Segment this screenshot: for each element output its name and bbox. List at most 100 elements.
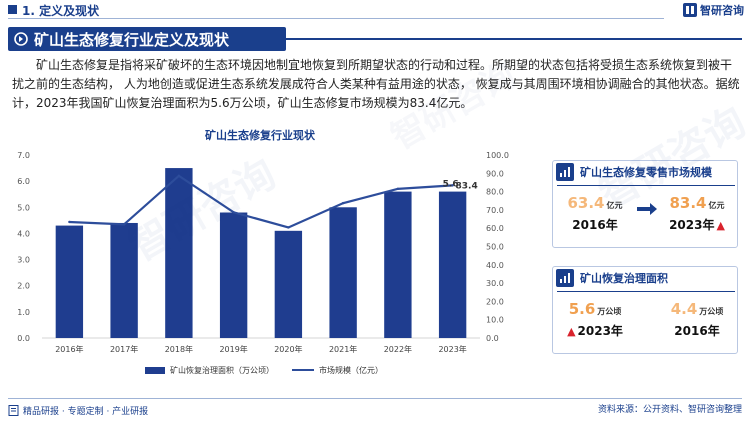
left-axis-tick: 1.0 [17, 308, 30, 317]
combo-chart: 矿山生态修复行业现状 0.0 1.0 2.0 3.0 4.0 5.0 6.0 7.0 0.0 1… [17, 128, 509, 375]
card-rule [557, 291, 735, 292]
stat-2016: 4.4 万公顷 2016年 [659, 295, 735, 351]
title-rule [286, 38, 742, 40]
x-axis-tick: 2023年 [438, 344, 466, 354]
card-chart-icon [556, 269, 574, 287]
bar [55, 225, 84, 338]
section-label: 1. 定义及现状 [22, 4, 100, 18]
bar [438, 191, 467, 338]
line-point [177, 174, 181, 178]
chart-legend: 矿山恢复治理面积（万公顷） 市场规模（亿元） [145, 365, 383, 375]
legend-bar-swatch [145, 367, 165, 374]
page-title: 矿山生态修复行业定义及现状 [34, 31, 230, 49]
area-card: 矿山恢复治理面积 5.6 万公顷 ▲ 2023年 4.4 万公顷 2016年 [552, 266, 738, 354]
right-axis-tick: 10.0 [486, 316, 504, 325]
line-point [287, 226, 290, 229]
footer-rule [8, 398, 742, 399]
stat-year: 2016年 [674, 324, 720, 338]
card-header: 矿山恢复治理面积 [553, 267, 737, 289]
right-axis-tick: 90.0 [486, 169, 504, 178]
stat-year: 2016年 [572, 218, 618, 232]
x-axis-tick: 2016年 [55, 344, 83, 354]
left-axis-tick: 4.0 [17, 229, 30, 238]
line-series [68, 174, 454, 229]
up-arrow-icon: ▲ [716, 219, 725, 232]
up-arrow-icon: ▲ [567, 325, 576, 338]
chart-title: 矿山生态修复行业现状 [205, 128, 316, 142]
stat-year: 2023年 [577, 324, 623, 338]
card-chart-icon [556, 163, 574, 181]
top-header: 1. 定义及现状 智研咨询 [0, 0, 750, 22]
line-data-label: 83.4 [456, 181, 478, 191]
footer-left: 精品研报 · 专题定制 · 产业研报 [8, 404, 148, 417]
title-banner: 矿山生态修复行业定义及现状 [8, 27, 286, 51]
left-axis-tick: 5.0 [17, 203, 30, 212]
line-point [341, 201, 345, 205]
card-rule [557, 185, 735, 186]
right-axis-tick: 40.0 [486, 261, 504, 270]
right-axis-tick: 30.0 [486, 279, 504, 288]
line-point [451, 184, 454, 187]
stat-unit: 亿元 [606, 201, 623, 210]
right-axis-tick: 100.0 [486, 151, 509, 160]
footer-tagline: 精品研报 · 专题定制 · 产业研报 [23, 407, 149, 417]
stat-value: 5.6 [568, 300, 596, 318]
right-axis-tick: 20.0 [486, 297, 504, 306]
line-path [69, 174, 453, 229]
x-axis-tick: 2017年 [110, 344, 138, 354]
line-point [68, 220, 71, 224]
x-axis-tick: 2022年 [384, 344, 412, 354]
stat-value: 63.4 [567, 194, 605, 212]
stat-unit: 万公顷 [597, 307, 622, 316]
right-axis-tick: 80.0 [486, 188, 504, 197]
stat-unit: 万公顷 [699, 307, 724, 316]
title-icon [14, 32, 28, 46]
stat-year: 2023年 [669, 218, 715, 232]
legend-bar-label: 矿山恢复治理面积（万公顷） [170, 365, 274, 375]
legend-line-label: 市场规模（亿元） [319, 365, 383, 375]
bar [274, 230, 303, 338]
section-marker [8, 5, 17, 14]
bar-data-label: 5.6 [443, 180, 459, 190]
card-title: 矿山生态修复零售市场规模 [580, 166, 712, 179]
x-axis-tick: 2021年 [329, 344, 357, 354]
left-axis-tick: 6.0 [17, 177, 30, 186]
left-axis: 0.0 1.0 2.0 3.0 4.0 5.0 6.0 7.0 [17, 151, 30, 343]
right-axis-tick: 50.0 [486, 243, 504, 252]
bar [110, 222, 138, 338]
line-point [396, 187, 400, 191]
line-point [122, 223, 126, 226]
brand: 智研咨询 [683, 2, 744, 18]
line-point [232, 211, 235, 214]
footer-doc-icon [8, 405, 19, 416]
brand-logo-icon [683, 3, 697, 17]
x-axis-tick: 2019年 [219, 344, 247, 354]
retail-market-card: 矿山生态修复零售市场规模 63.4 亿元 2016年 83.4 亿元 2023年 ▲ [552, 160, 738, 248]
bar-series [55, 168, 467, 338]
right-arrow-icon [637, 203, 657, 215]
card-title: 矿山恢复治理面积 [580, 272, 668, 285]
stat-2023: 5.6 万公顷 ▲ 2023年 [557, 295, 633, 351]
stat-2016: 63.4 亿元 2016年 [557, 189, 633, 245]
x-axis-ticks: 2016年 2017年 2018年 2019年 2020年 2021年 2022年 2023年 [55, 344, 467, 354]
bar [219, 212, 248, 338]
right-axis-tick: 0.0 [486, 334, 499, 343]
right-axis-tick: 70.0 [486, 206, 504, 215]
right-axis: 0.0 10.0 20.0 30.0 40.0 50.0 60.0 70.0 80.0 90.0 1… [486, 151, 509, 343]
bar [329, 207, 357, 338]
x-axis-tick: 2020年 [274, 344, 302, 354]
left-axis-tick: 7.0 [17, 151, 30, 160]
card-header: 矿山生态修复零售市场规模 [553, 161, 737, 183]
bar [165, 168, 193, 338]
stat-value: 83.4 [669, 194, 707, 212]
stat-2023: 83.4 亿元 2023年 ▲ [659, 189, 735, 245]
intro-paragraph: 矿山生态修复是指将采矿破坏的生态环境因地制宜地恢复到所期望状态的行动和过程。所期… [12, 58, 740, 110]
left-axis-tick: 3.0 [17, 256, 30, 265]
header-rule [8, 18, 664, 19]
left-axis-tick: 2.0 [17, 282, 30, 291]
bar [384, 191, 412, 338]
right-axis-tick: 60.0 [486, 224, 504, 233]
data-labels: 5.683.4 [443, 180, 478, 192]
footer-source: 资料来源：公开资料、智研咨询整理 [597, 405, 742, 415]
left-axis-tick: 0.0 [17, 334, 30, 343]
